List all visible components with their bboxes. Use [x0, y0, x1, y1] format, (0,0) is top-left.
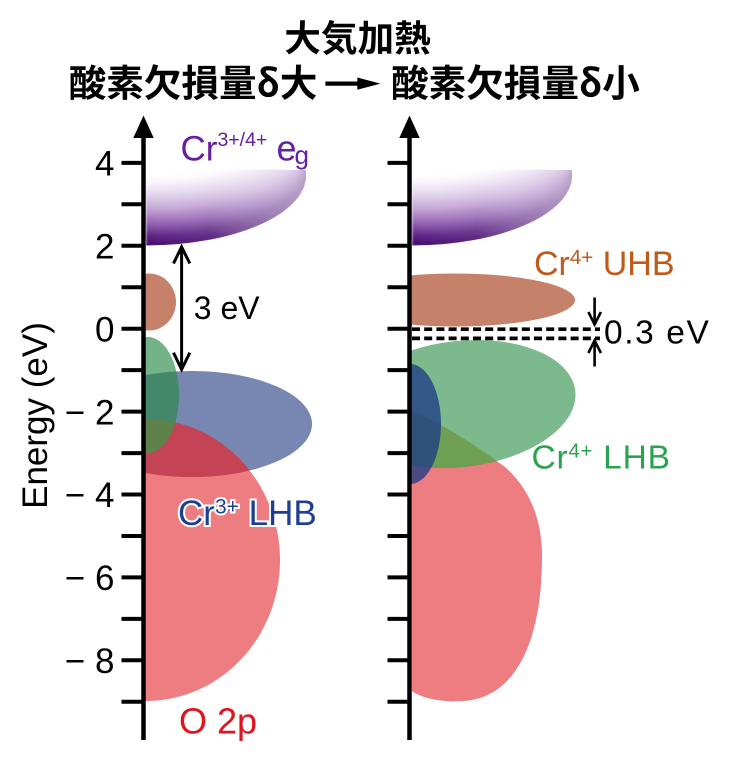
svg-text:Cr3+ LHB: Cr3+ LHB	[178, 494, 317, 533]
svg-text:0: 0	[95, 310, 114, 349]
svg-text:0.3 eV: 0.3 eV	[604, 315, 710, 352]
svg-text:Energy (eV): Energy (eV)	[16, 322, 55, 509]
svg-text:− 4: − 4	[65, 476, 115, 515]
svg-text:g: g	[295, 140, 309, 170]
svg-text:e: e	[277, 128, 297, 169]
svg-text:O 2p: O 2p	[179, 701, 257, 742]
svg-text:− 2: − 2	[65, 393, 115, 432]
svg-text:− 8: − 8	[65, 642, 115, 681]
svg-text:Cr4+ LHB: Cr4+ LHB	[532, 440, 671, 477]
svg-text:2: 2	[95, 228, 114, 267]
svg-text:− 6: − 6	[65, 559, 115, 598]
svg-text:3 eV: 3 eV	[194, 290, 260, 326]
svg-text:Cr3+/4+: Cr3+/4+	[181, 129, 268, 168]
svg-text:Cr4+ UHB: Cr4+ UHB	[534, 245, 675, 283]
svg-text:4: 4	[95, 145, 114, 184]
